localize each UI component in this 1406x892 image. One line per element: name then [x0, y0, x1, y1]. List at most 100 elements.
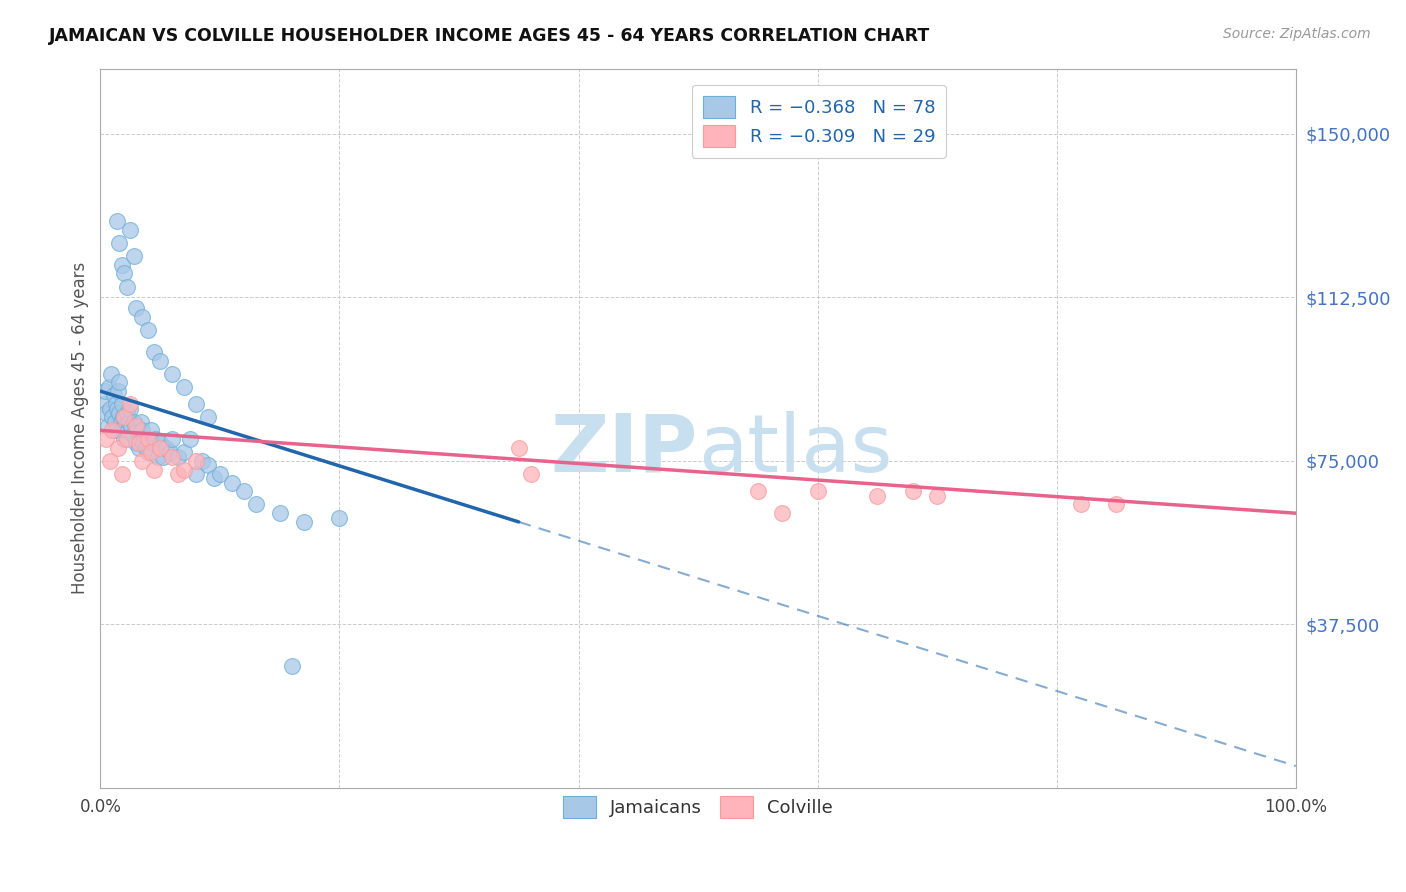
Point: [136, 445, 159, 459]
Point: [107, 384, 129, 398]
Point: [747, 484, 769, 499]
Point: [269, 506, 291, 520]
Point: [122, 415, 145, 429]
Point: [167, 450, 190, 464]
Point: [111, 467, 134, 481]
Point: [508, 441, 530, 455]
Point: [146, 450, 169, 464]
Point: [108, 376, 131, 390]
Point: [128, 432, 150, 446]
Point: [139, 445, 162, 459]
Point: [160, 450, 183, 464]
Point: [280, 658, 302, 673]
Point: [173, 445, 195, 459]
Text: Source: ZipAtlas.com: Source: ZipAtlas.com: [1223, 27, 1371, 41]
Point: [101, 423, 124, 437]
Point: [125, 419, 148, 434]
Point: [143, 345, 166, 359]
Point: [104, 415, 127, 429]
Point: [152, 450, 174, 464]
Point: [128, 436, 150, 450]
Point: [94, 384, 117, 398]
Point: [191, 454, 214, 468]
Point: [120, 397, 142, 411]
Point: [112, 267, 135, 281]
Point: [125, 436, 148, 450]
Point: [1070, 498, 1092, 512]
Point: [129, 415, 152, 429]
Point: [111, 258, 134, 272]
Point: [96, 419, 118, 434]
Point: [105, 401, 128, 416]
Point: [97, 380, 120, 394]
Point: [121, 427, 143, 442]
Point: [328, 510, 350, 524]
Text: JAMAICAN VS COLVILLE HOUSEHOLDER INCOME AGES 45 - 64 YEARS CORRELATION CHART: JAMAICAN VS COLVILLE HOUSEHOLDER INCOME …: [49, 27, 931, 45]
Point: [96, 432, 118, 446]
Point: [122, 249, 145, 263]
Point: [96, 406, 118, 420]
Point: [155, 441, 177, 455]
Point: [173, 380, 195, 394]
Point: [202, 471, 225, 485]
Point: [866, 489, 889, 503]
Point: [149, 441, 172, 455]
Point: [770, 506, 793, 520]
Point: [115, 279, 138, 293]
Point: [519, 467, 541, 481]
Point: [245, 498, 267, 512]
Point: [173, 462, 195, 476]
Point: [117, 423, 139, 437]
Point: [167, 467, 190, 481]
Point: [184, 397, 207, 411]
Point: [132, 436, 155, 450]
Point: [143, 462, 166, 476]
Point: [131, 310, 153, 324]
Point: [149, 353, 172, 368]
Point: [115, 406, 138, 420]
Point: [108, 406, 131, 420]
Point: [1105, 498, 1128, 512]
Point: [143, 432, 166, 446]
Point: [93, 397, 115, 411]
Point: [104, 397, 127, 411]
Point: [114, 419, 136, 434]
Point: [104, 423, 127, 437]
Point: [160, 367, 183, 381]
Point: [112, 410, 135, 425]
Point: [184, 467, 207, 481]
Point: [125, 301, 148, 316]
Point: [131, 423, 153, 437]
Text: ZIP: ZIP: [551, 411, 697, 489]
Point: [108, 235, 131, 250]
Point: [142, 436, 165, 450]
Point: [127, 423, 149, 437]
Legend: Jamaicans, Colville: Jamaicans, Colville: [555, 789, 839, 826]
Point: [135, 441, 157, 455]
Point: [120, 223, 142, 237]
Point: [100, 367, 122, 381]
Point: [136, 323, 159, 337]
Point: [927, 489, 949, 503]
Point: [149, 436, 172, 450]
Point: [105, 214, 128, 228]
Point: [131, 454, 153, 468]
Point: [221, 475, 243, 490]
Y-axis label: Householder Income Ages 45 - 64 years: Householder Income Ages 45 - 64 years: [72, 262, 89, 594]
Point: [111, 423, 134, 437]
Point: [103, 388, 125, 402]
Point: [110, 415, 132, 429]
Point: [159, 445, 181, 459]
Point: [112, 432, 135, 446]
Point: [120, 419, 142, 434]
Point: [128, 441, 150, 455]
Point: [98, 454, 121, 468]
Point: [107, 441, 129, 455]
Point: [197, 410, 219, 425]
Point: [197, 458, 219, 473]
Point: [111, 397, 134, 411]
Point: [136, 432, 159, 446]
Point: [292, 515, 315, 529]
Point: [807, 484, 830, 499]
Point: [112, 410, 135, 425]
